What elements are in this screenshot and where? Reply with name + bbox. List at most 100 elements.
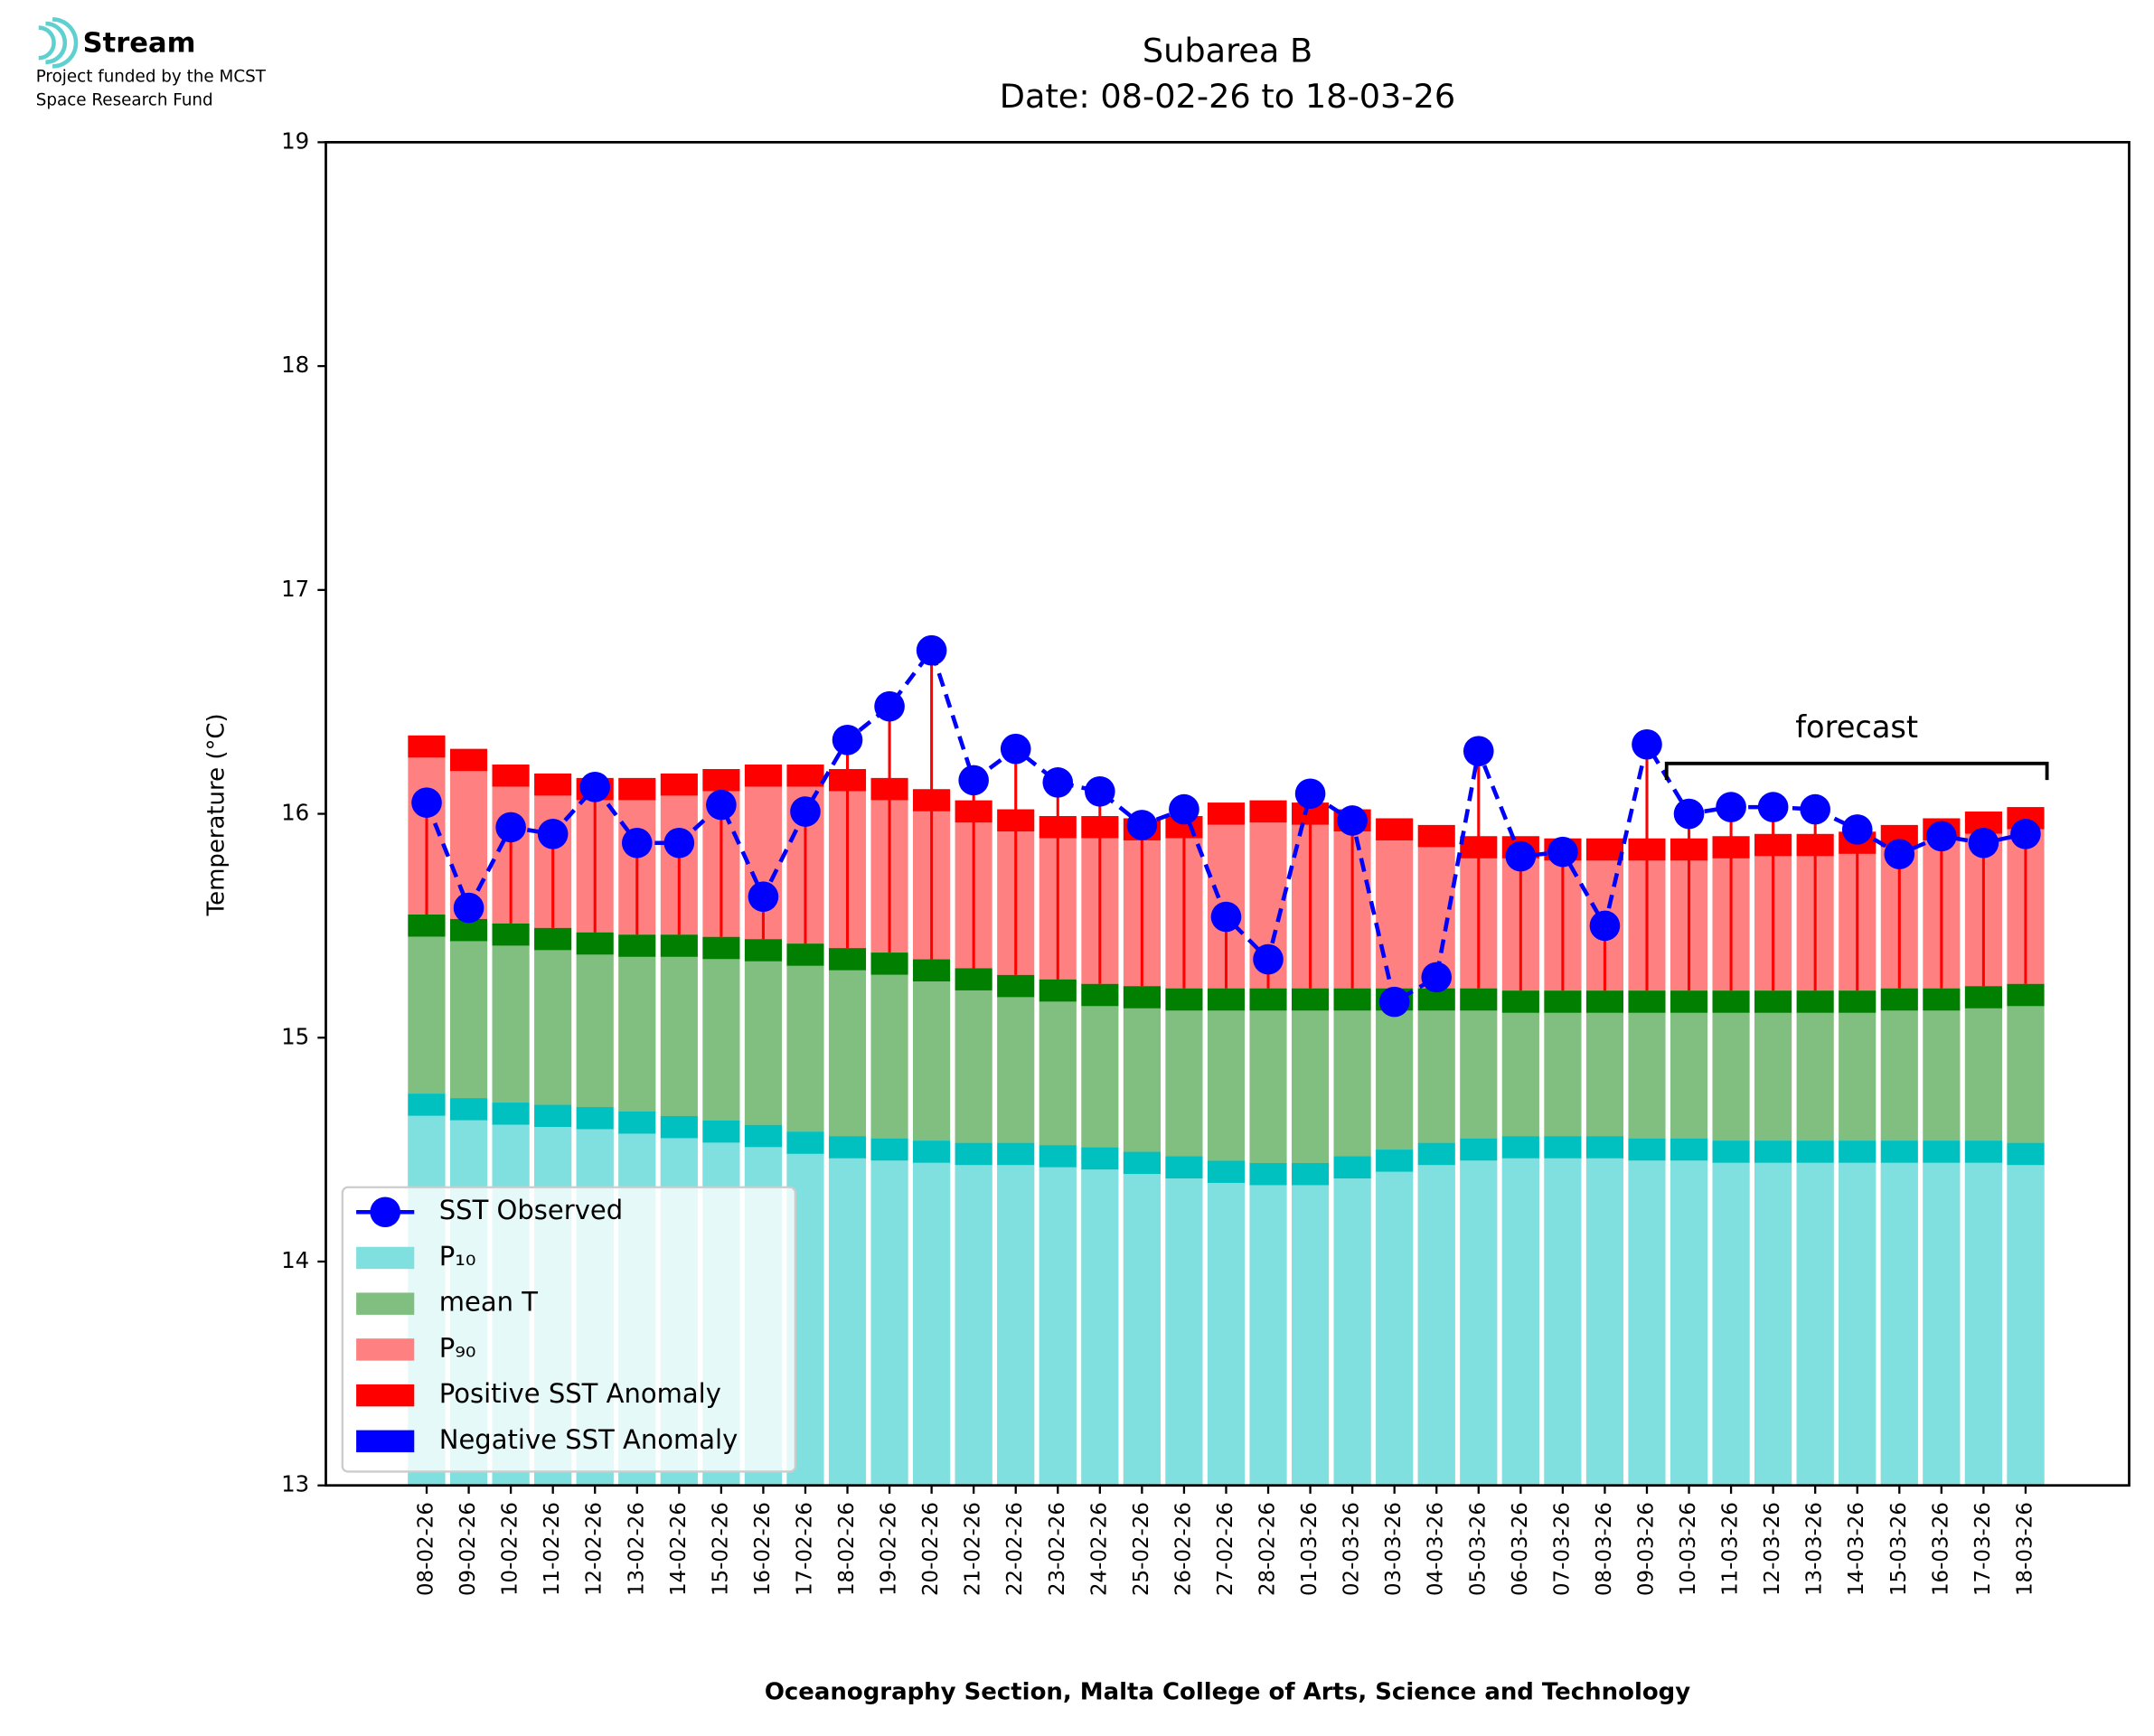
bar-top-band [408,915,446,937]
x-tick-label: 16-02-26 [751,1502,775,1596]
anomalies [425,650,2027,1002]
observed-point [1085,775,1115,807]
legend-marker [370,1196,400,1228]
bar-top-band [1039,979,1077,1002]
bar [1291,1162,1330,1486]
observed-point [1126,810,1158,840]
bar-top-band [576,932,614,955]
bar-top-band [1964,986,2003,1009]
bar-top-band [913,1140,951,1163]
legend-swatch [356,1338,415,1361]
bar-top-band [1417,824,1455,848]
bar [1123,1151,1161,1486]
observed-point [1757,792,1789,822]
bar-top-band [1460,988,1498,1011]
observed-point [495,812,526,843]
bar-top-band [1333,1156,1371,1178]
bar-top-band [1123,986,1161,1009]
bar-top-band [786,765,824,787]
bar [2007,1142,2045,1486]
y-tick-label: 13 [281,1471,309,1497]
x-tick-label: 17-03-26 [1971,1502,1995,1596]
bar [1670,1138,1708,1486]
bar-top-band [1039,1145,1077,1168]
observed-point [1505,840,1537,872]
bar-top-band [744,765,783,787]
x-tick-label: 19-02-26 [878,1502,901,1596]
x-tick-label: 12-03-26 [1761,1502,1784,1596]
observed-point [706,789,737,821]
legend-swatch [356,1246,415,1270]
x-tick-label: 06-03-26 [1509,1502,1532,1596]
x-tick-label: 20-02-26 [919,1502,943,1596]
x-tick-label: 07-03-26 [1550,1502,1574,1596]
bar-top-band [534,773,572,796]
bar-top-band [618,1112,656,1134]
bar-top-band [1544,1136,1582,1159]
observed-point [1294,778,1326,810]
legend-label: P₁₀ [439,1241,476,1272]
bar [870,1138,908,1486]
bar-top-band [1628,990,1666,1013]
bar-top-band [1839,1140,1877,1163]
observed-point [1926,821,1957,852]
logo-line: Space Research Fund [36,91,213,110]
observed-point [1463,736,1494,766]
logo-name: Stream [83,27,196,59]
bar-top-band [1923,988,1961,1011]
legend-label: P₉₀ [439,1332,476,1363]
y-tick-label: 14 [281,1247,309,1273]
x-tick-label: 16-03-26 [1929,1502,1952,1596]
bar [1417,1142,1455,1486]
bar [955,1142,992,1486]
bar-top-band [1712,1140,1750,1163]
observed-point [1673,798,1705,830]
observed-point [1800,793,1830,825]
y-tick-label: 17 [281,576,309,602]
logo-icon [38,17,79,69]
x-tick-label: 02-03-26 [1340,1502,1364,1596]
legend-swatch [356,1384,415,1407]
bar-top-band [702,936,740,960]
bar-top-band [955,1142,992,1166]
observed-point [1253,943,1284,975]
bar [1165,1156,1203,1486]
bar-top-band [1207,1160,1246,1183]
bar-top-band [1249,1162,1287,1186]
legend-label: SST Observed [439,1195,623,1225]
observed-point [874,690,905,722]
bar-top-band [786,1131,824,1154]
legend-label: Positive SST Anomaly [439,1378,721,1409]
x-tick-label: 24-02-26 [1087,1502,1111,1596]
bar-top-band [492,765,530,787]
bar-top-band [702,768,740,792]
bar-top-band [997,974,1035,998]
legend: SST Observed P₁₀ mean T P₉₀ Positive SST Ano… [341,1186,797,1473]
bar [1585,1136,1624,1486]
y-tick-label: 15 [281,1023,309,1049]
bar [1839,1140,1877,1486]
bar-top-band [1333,988,1371,1011]
observed-point [1968,827,1999,859]
x-tick-label: 13-02-26 [625,1502,648,1596]
bar-top-band [618,777,656,801]
bar-top-band [576,1107,614,1130]
x-tick-label: 13-03-26 [1803,1502,1827,1596]
observed-point [1421,962,1453,993]
bar-top-band [1754,990,1792,1013]
bar [1376,1150,1414,1486]
bar-top-band [1501,990,1539,1013]
bar-top-band [1291,1162,1330,1186]
bar [1333,1156,1371,1486]
observed-point [411,787,442,818]
bar-top-band [828,948,867,971]
y-tick-label: 16 [281,800,309,826]
x-tick-label: 18-02-26 [835,1502,859,1596]
bar-top-band [1796,990,1834,1013]
observed-point [1169,793,1199,825]
bar [1039,1145,1077,1486]
bar-top-band [1501,1136,1539,1159]
observed-point [1337,805,1368,836]
observed [411,634,2041,1018]
